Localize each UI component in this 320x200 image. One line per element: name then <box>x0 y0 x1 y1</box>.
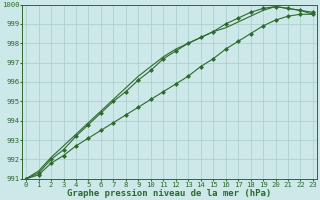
X-axis label: Graphe pression niveau de la mer (hPa): Graphe pression niveau de la mer (hPa) <box>68 189 272 198</box>
